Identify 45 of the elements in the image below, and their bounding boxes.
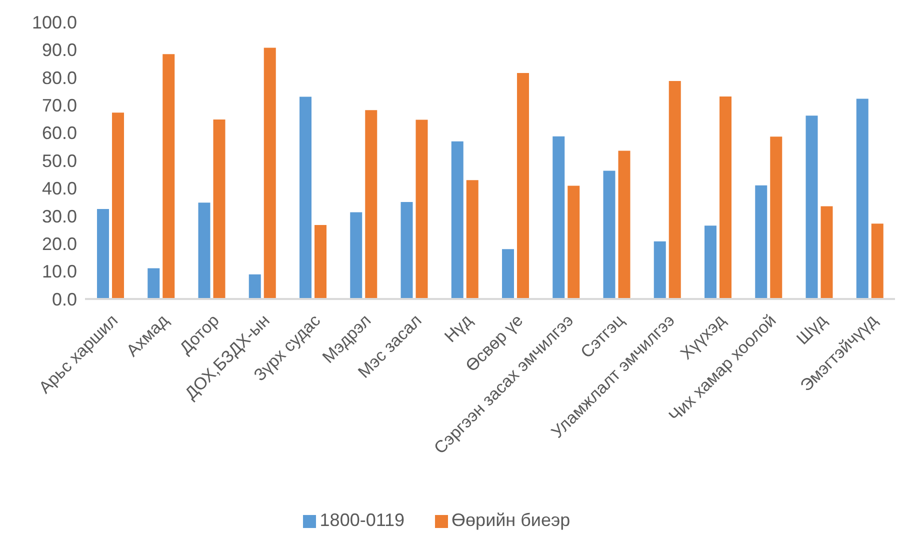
bar: [350, 212, 362, 299]
bar: [568, 186, 580, 299]
bar: [856, 98, 868, 299]
bar: [400, 202, 413, 299]
bar: [365, 110, 378, 299]
bar: [198, 202, 210, 299]
y-tick-label: 40.0: [42, 178, 77, 199]
bar: [618, 150, 630, 299]
bar: [668, 81, 681, 299]
bar: [314, 225, 326, 299]
bar: [603, 170, 616, 299]
bar: [451, 141, 464, 299]
legend-label: 1800-0119: [320, 510, 405, 530]
bar: [755, 185, 768, 299]
bar: [264, 48, 276, 299]
y-tick-label: 10.0: [42, 262, 77, 282]
bar: [502, 249, 514, 299]
bar: [213, 120, 226, 299]
bar: [248, 274, 261, 299]
y-tick-label: 90.0: [42, 40, 77, 60]
y-tick-label: 20.0: [42, 234, 77, 254]
bar: [466, 180, 478, 299]
y-tick-label: 60.0: [42, 123, 77, 144]
bar: [806, 116, 818, 299]
bar: [871, 224, 884, 299]
bar: [720, 96, 732, 299]
bar: [654, 241, 666, 299]
y-tick-label: 100.0: [32, 12, 77, 32]
legend-label: Өөрийн биеэр: [452, 510, 570, 530]
bar: [112, 112, 124, 299]
bar: [97, 208, 109, 299]
bar: [148, 268, 160, 299]
bar: [552, 136, 565, 299]
bar: [820, 206, 833, 299]
bar: [770, 136, 782, 299]
y-tick-label: 80.0: [42, 68, 77, 88]
bar: [162, 54, 175, 299]
y-tick-label: 70.0: [42, 95, 77, 116]
y-tick-label: 0.0: [52, 289, 77, 310]
bar: [416, 120, 428, 299]
y-tick-label: 50.0: [42, 150, 77, 171]
bar: [300, 96, 312, 299]
bar: [517, 72, 529, 299]
bar: [704, 226, 716, 299]
y-tick-label: 30.0: [42, 206, 77, 226]
